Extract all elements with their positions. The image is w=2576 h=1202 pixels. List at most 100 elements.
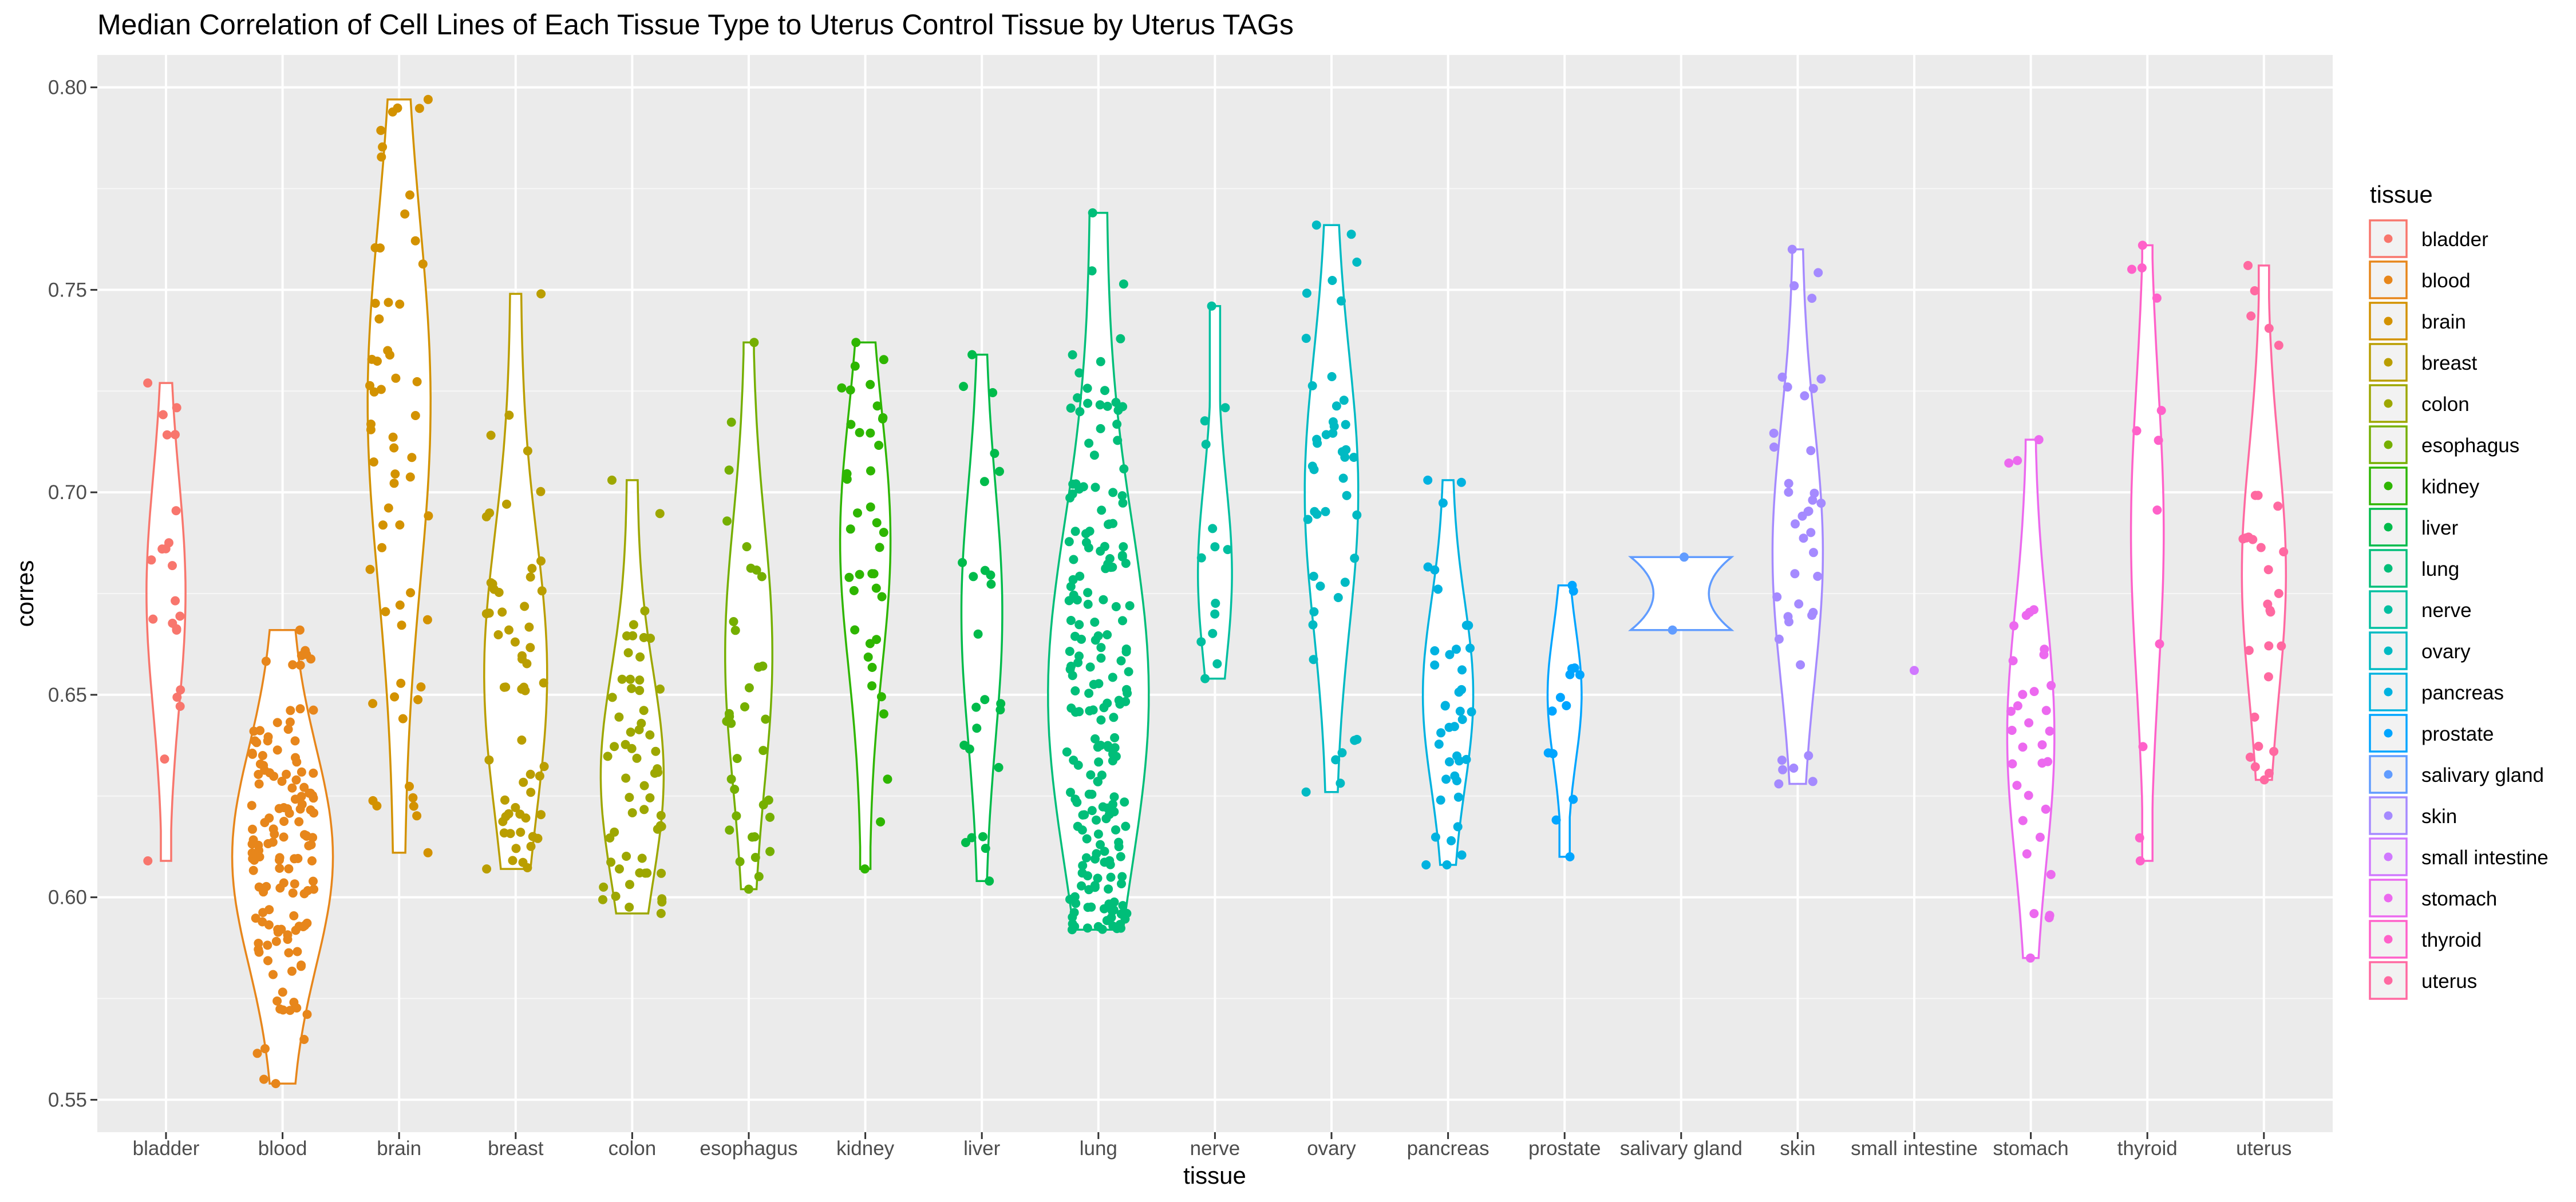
point-prostate [1543, 748, 1553, 758]
point-breast [484, 755, 494, 765]
point-kidney [874, 441, 884, 450]
point-ovary [1312, 509, 1322, 519]
point-liver [985, 876, 994, 886]
point-pancreas [1456, 477, 1466, 487]
point-brain [389, 479, 399, 488]
point-lung [1092, 849, 1101, 859]
legend-label: blood [2421, 270, 2471, 292]
point-skin [1807, 294, 1817, 303]
point-uterus [2279, 547, 2289, 556]
legend-key-point [2384, 605, 2393, 614]
point-uterus [2273, 501, 2283, 511]
point-esophagus [726, 774, 736, 784]
point-lung [1094, 679, 1104, 689]
point-colon [656, 810, 666, 820]
point-pancreas [1441, 774, 1451, 784]
point-colon [645, 793, 655, 802]
point-stomach [2012, 781, 2022, 790]
point-liver [958, 557, 967, 567]
point-blood [297, 792, 306, 801]
point-skin [1777, 756, 1787, 765]
point-kidney [867, 681, 877, 691]
point-ovary [1352, 510, 1362, 520]
point-ovary [1332, 401, 1341, 411]
point-brain [388, 107, 397, 117]
point-breast [526, 769, 535, 779]
point-small-intestine [1910, 666, 1919, 675]
point-skin [1772, 592, 1782, 602]
point-skin [1774, 634, 1784, 644]
legend-key-point [2384, 481, 2393, 491]
point-blood [309, 808, 319, 818]
point-blood [258, 908, 268, 918]
point-stomach [2009, 621, 2019, 631]
point-blood [263, 940, 272, 950]
violin-colon [599, 479, 665, 915]
point-skin [1796, 660, 1805, 670]
point-brain [412, 811, 422, 821]
point-blood [277, 777, 287, 786]
legend-item-small-intestine: small intestine [2369, 837, 2549, 876]
point-breast [520, 686, 530, 695]
point-thyroid [2135, 833, 2144, 843]
point-lung [1112, 420, 1122, 429]
point-esophagus [765, 812, 775, 822]
point-pancreas [1455, 706, 1465, 716]
point-lung [1074, 707, 1084, 717]
point-kidney [883, 774, 892, 784]
point-blood [302, 832, 311, 841]
x-tick-label: prostate [1528, 1137, 1601, 1160]
point-uterus [2264, 768, 2274, 778]
legend-label: ovary [2421, 640, 2471, 663]
legend-item-thyroid: thyroid [2369, 920, 2482, 959]
point-stomach [2035, 832, 2045, 842]
point-blood [263, 736, 272, 746]
point-blood [283, 935, 293, 944]
point-colon [639, 706, 649, 715]
point-pancreas [1445, 650, 1455, 659]
point-colon [628, 631, 638, 640]
point-blood [294, 922, 304, 931]
point-skin [1800, 391, 1809, 401]
point-nerve [1201, 440, 1211, 449]
point-skin [1791, 519, 1800, 529]
point-esophagus [744, 884, 753, 894]
point-lung [1096, 715, 1106, 725]
point-colon [615, 864, 624, 874]
point-breast [511, 802, 520, 812]
point-breast [535, 771, 544, 781]
legend-key-point [2384, 729, 2393, 738]
point-colon [655, 684, 665, 694]
point-brain [410, 411, 420, 420]
point-lung [1083, 903, 1093, 912]
point-skin [1787, 244, 1797, 254]
point-lung [1070, 631, 1080, 641]
point-lung [1104, 742, 1113, 752]
point-colon [610, 742, 619, 752]
point-colon [625, 880, 634, 889]
point-colon [611, 891, 621, 901]
point-blood [272, 718, 282, 727]
point-kidney [837, 383, 847, 393]
point-liver [961, 838, 970, 847]
point-bladder [172, 403, 181, 413]
point-skin [1808, 777, 1818, 786]
point-nerve [1211, 599, 1220, 608]
point-skin [1814, 268, 1823, 278]
legend-label: kidney [2421, 476, 2480, 498]
point-lung [1116, 852, 1125, 861]
point-liver [994, 762, 1003, 772]
point-blood [297, 800, 307, 809]
point-breast [518, 857, 528, 867]
point-lung [1124, 667, 1133, 677]
point-lung [1095, 400, 1105, 410]
point-breast [516, 828, 526, 837]
legend-key-point [2384, 893, 2393, 903]
legend-item-salivary-gland: salivary gland [2369, 755, 2544, 794]
point-liver [988, 388, 998, 397]
x-tick-label: pancreas [1407, 1137, 1490, 1160]
point-pancreas [1461, 754, 1471, 764]
point-lung [1112, 924, 1122, 934]
point-ovary [1309, 571, 1318, 581]
point-salivary-gland [1668, 625, 1677, 635]
